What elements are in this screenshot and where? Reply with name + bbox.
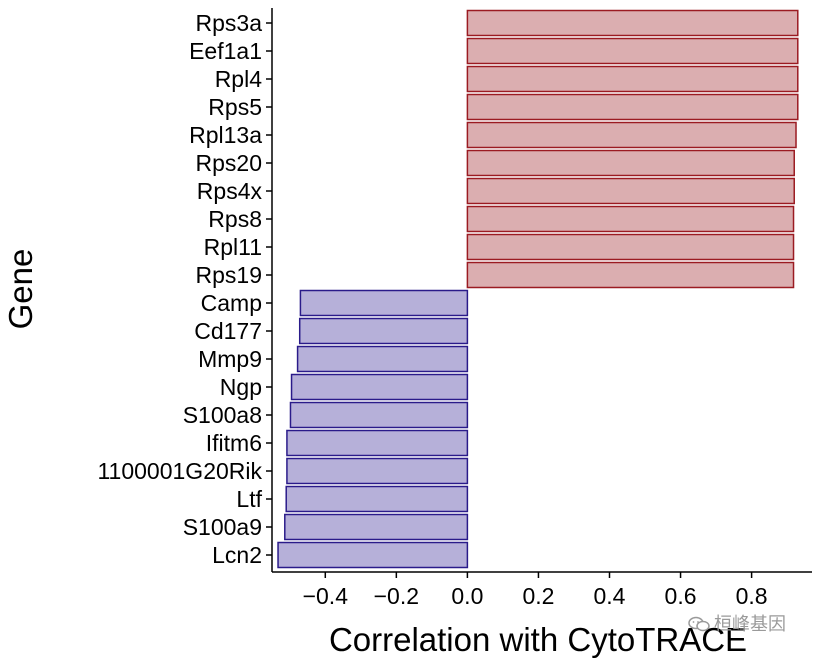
y-tick-label: S100a9 <box>183 514 262 540</box>
y-tick-label: Eef1a1 <box>189 38 262 64</box>
x-axis-label: Correlation with CytoTRACE <box>329 621 747 658</box>
bar-S100a8 <box>289 401 469 429</box>
bar-Ngp <box>290 373 469 401</box>
bar-Camp <box>299 289 469 317</box>
watermark-text: 桓峰基因 <box>714 614 786 635</box>
bar-Cd177 <box>298 317 469 345</box>
y-tick-label: Rps5 <box>208 94 262 120</box>
bar-S100a9 <box>284 513 469 541</box>
bar-Mmp9 <box>296 345 469 373</box>
y-tick-label: Rps4x <box>197 178 263 204</box>
x-tick-label: −0.4 <box>303 583 349 609</box>
bar-Rps4x <box>466 177 795 205</box>
x-axis: −0.4 −0.2 0.0 0.2 0.4 0.6 0.8 <box>272 571 812 609</box>
y-tick-label: 1100001G20Rik <box>97 458 262 484</box>
y-tick-label: Camp <box>201 290 262 316</box>
x-tick-label: 0.6 <box>665 583 697 609</box>
x-tick-label: −0.2 <box>374 583 419 609</box>
y-tick-label: Mmp9 <box>198 346 262 372</box>
bars-group <box>277 9 799 569</box>
y-tick-label: Rps19 <box>196 262 262 288</box>
y-tick-label: Rps3a <box>196 10 263 36</box>
watermark: 桓峰基因 <box>688 610 786 636</box>
y-tick-label: Ngp <box>220 374 262 400</box>
bar-Eef1a1 <box>466 37 799 65</box>
y-tick-label: Rpl11 <box>204 234 262 260</box>
y-tick-label: Ltf <box>236 486 262 512</box>
x-tick-label: 0.8 <box>736 583 768 609</box>
x-tick-label: 0.2 <box>522 583 554 609</box>
y-tick-label: Ifitm6 <box>206 430 262 456</box>
bar-Lcn2 <box>277 541 469 569</box>
wechat-icon <box>688 616 710 632</box>
y-tick-label: Lcn2 <box>212 542 262 568</box>
x-tick-label: 0.0 <box>451 583 483 609</box>
y-tick-label: Rps8 <box>208 206 262 232</box>
bar-Rps5 <box>466 93 799 121</box>
y-tick-label: S100a8 <box>183 402 262 428</box>
y-tick-label: Rpl4 <box>215 66 263 92</box>
y-axis-label: Gene <box>2 249 39 330</box>
y-tick-label: Cd177 <box>194 318 262 344</box>
bar-Rps19 <box>466 261 795 289</box>
bar-Rps8 <box>466 205 795 233</box>
x-tick-label: 0.4 <box>594 583 626 609</box>
bar-Rps3a <box>466 9 799 37</box>
bar-Rpl13a <box>466 121 797 149</box>
y-tick-label: Rpl13a <box>189 122 262 148</box>
bar-Rps20 <box>466 149 795 177</box>
bar-Ltf <box>285 485 469 513</box>
y-axis: Rps3aEef1a1Rpl4Rps5Rpl13aRps20Rps4xRps8R… <box>97 8 273 572</box>
bar-Rpl4 <box>466 65 799 93</box>
y-tick-label: Rps20 <box>196 150 262 176</box>
bar-1100001G20Rik <box>286 457 469 485</box>
bar-Rpl11 <box>466 233 795 261</box>
bar-Ifitm6 <box>286 429 469 457</box>
